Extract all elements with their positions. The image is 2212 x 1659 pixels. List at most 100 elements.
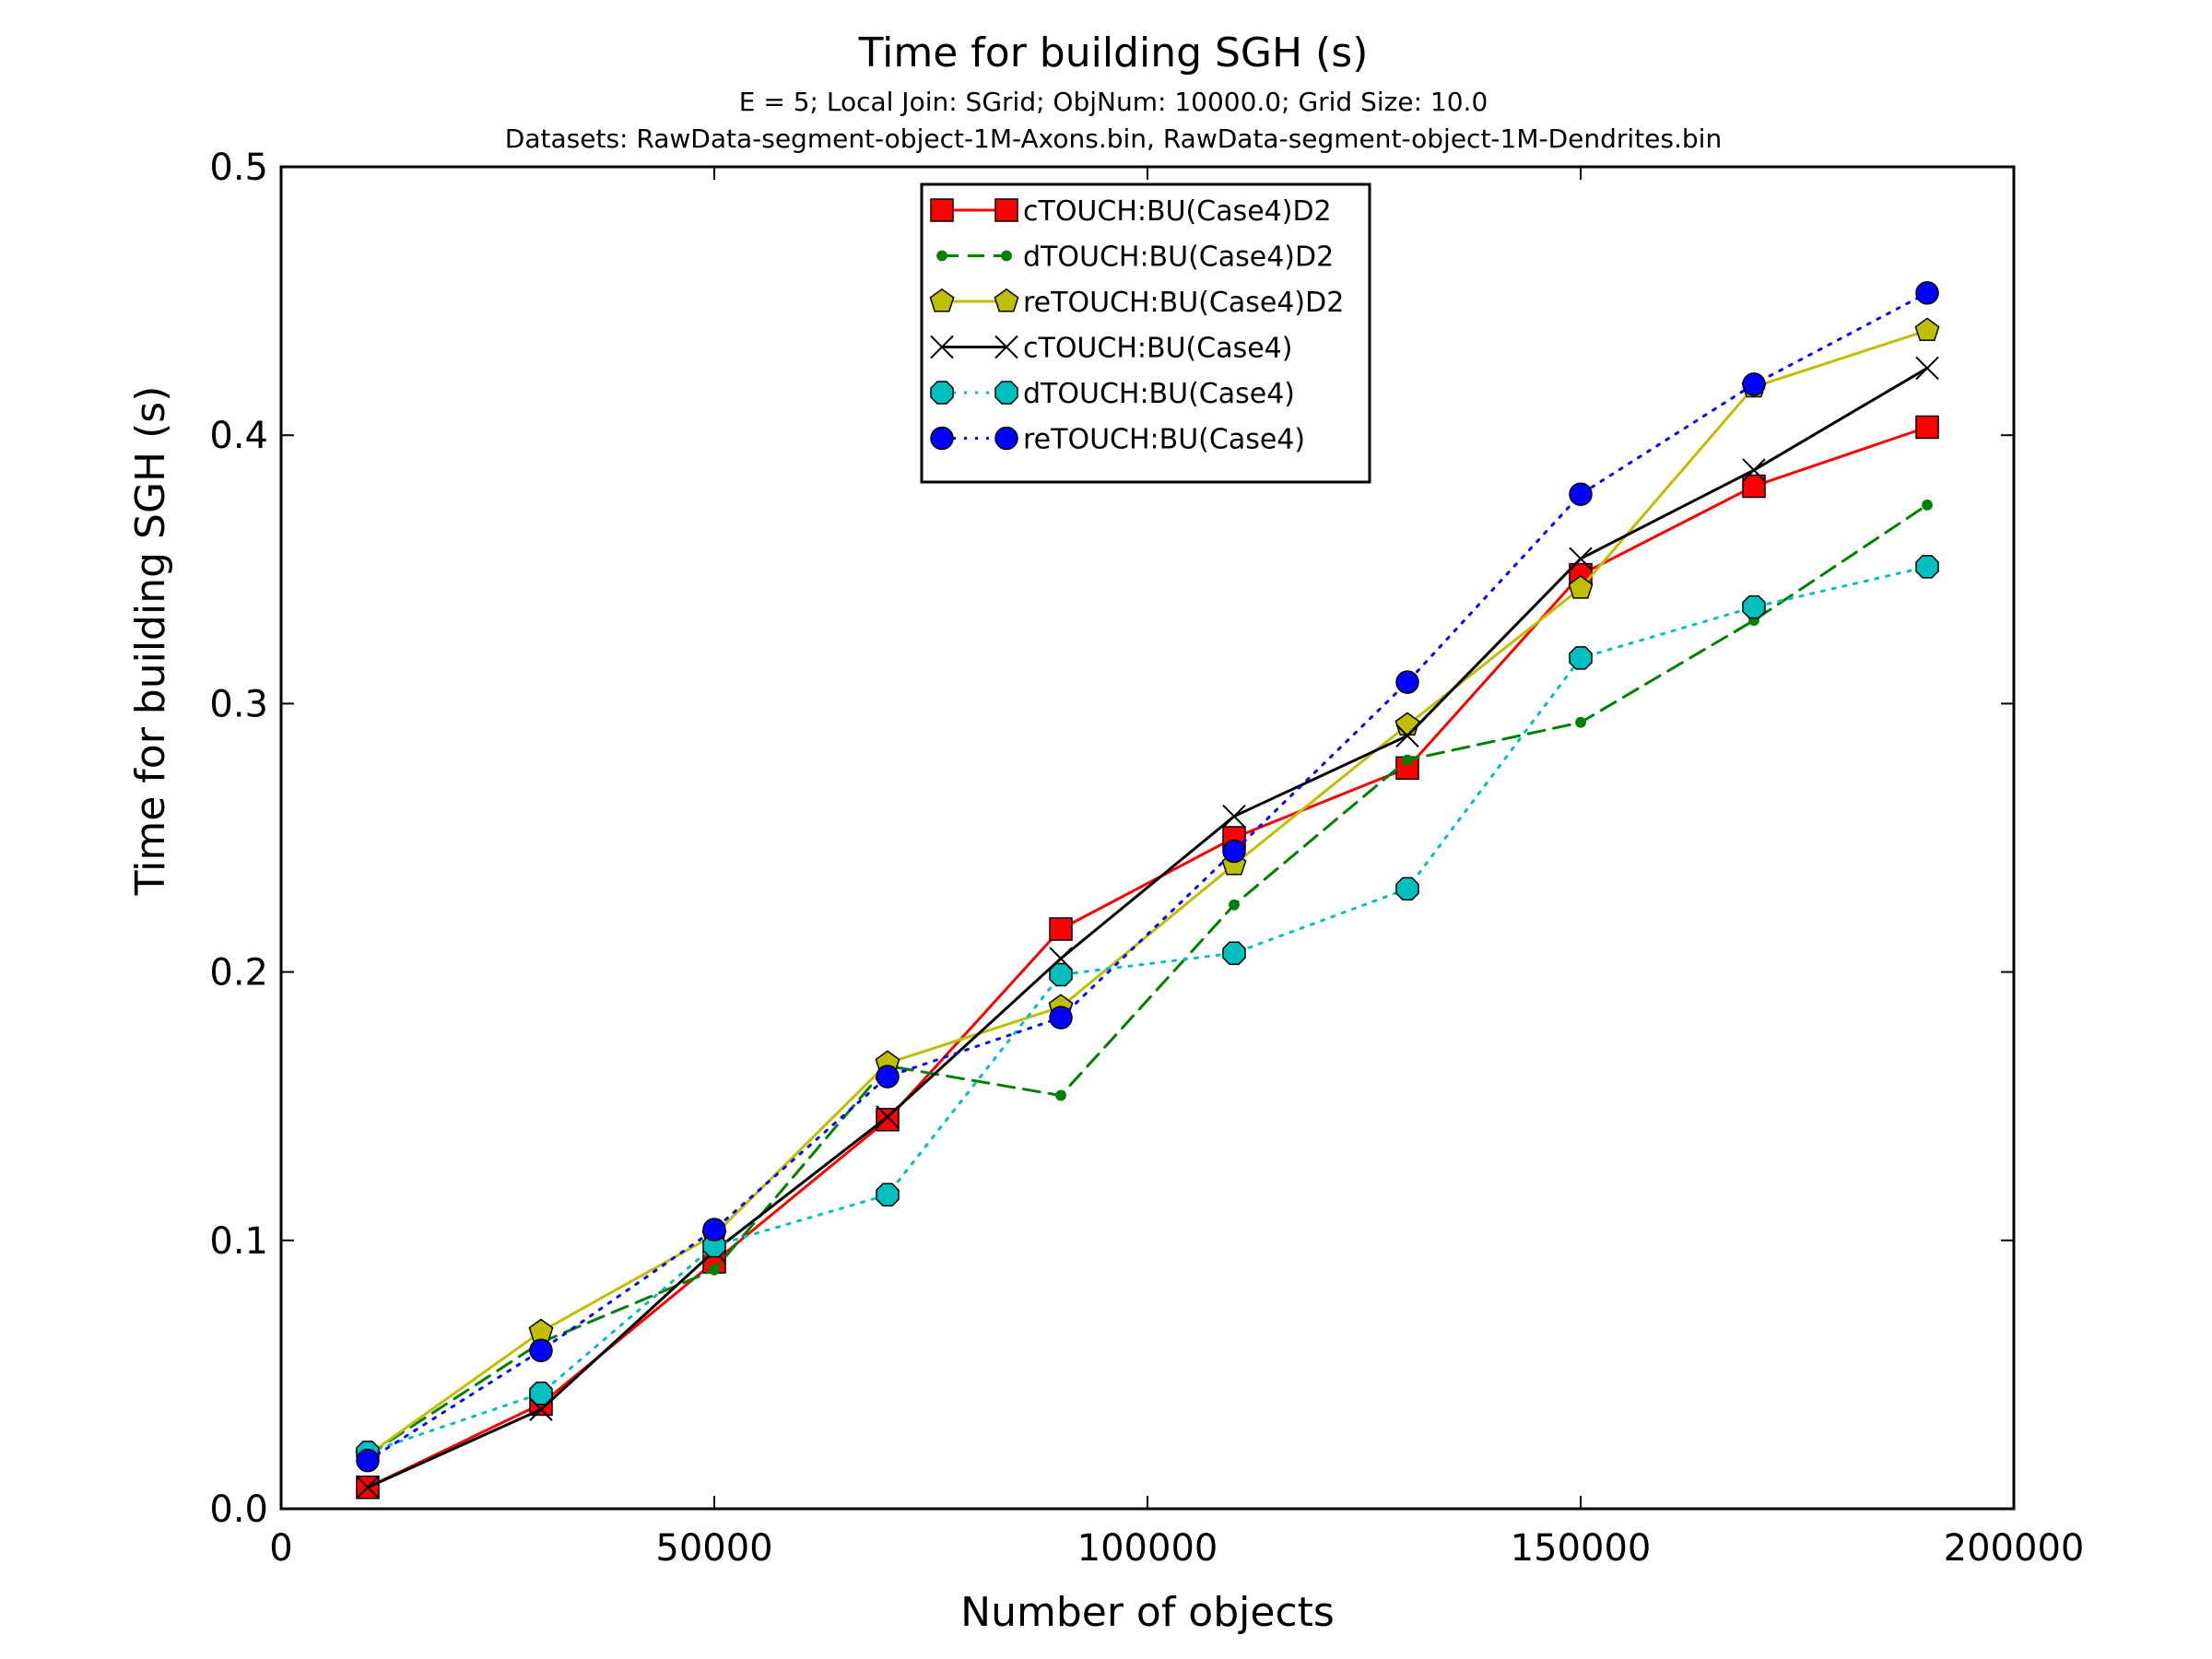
data-point xyxy=(1742,372,1766,396)
data-point xyxy=(1922,500,1933,511)
data-point xyxy=(528,1318,554,1343)
legend-label: cTOUCH:BU(Case4) xyxy=(1023,333,1292,365)
y-tick-label: 0.3 xyxy=(209,683,268,725)
chart-subtitle-line-2: Datasets: RawData-segment-object-1M-Axon… xyxy=(505,124,1722,154)
data-point xyxy=(876,1182,900,1207)
data-point xyxy=(994,426,1018,451)
data-point xyxy=(709,1264,720,1276)
data-point xyxy=(702,1233,726,1258)
y-tick-label: 0.1 xyxy=(209,1220,268,1263)
data-point xyxy=(1569,547,1593,571)
y-tick-label: 0.2 xyxy=(209,952,268,994)
series-line xyxy=(366,426,1929,1489)
data-point xyxy=(529,1382,553,1406)
y-tick-label: 0.5 xyxy=(209,147,268,189)
legend-entry: reTOUCH:BU(Case4) xyxy=(930,424,1305,456)
data-point xyxy=(1915,415,1939,440)
series-4 xyxy=(356,356,1939,1500)
data-point xyxy=(876,1065,900,1088)
data-point xyxy=(1575,716,1586,728)
legend-label: dTOUCH:BU(Case4)D2 xyxy=(1023,241,1334,274)
legend-label: reTOUCH:BU(Case4) xyxy=(1023,424,1305,456)
series-line xyxy=(366,291,1929,1463)
data-point xyxy=(930,335,954,359)
data-point-stroke xyxy=(930,335,954,359)
series-line xyxy=(366,565,1929,1454)
y-axis-label: Time for building SGH (s) xyxy=(127,386,174,897)
data-point xyxy=(1049,917,1073,941)
x-tick-label: 0 xyxy=(269,1527,292,1570)
series-line xyxy=(366,366,1929,1489)
data-point xyxy=(1915,356,1939,381)
series-3 xyxy=(355,317,1940,1466)
data-point xyxy=(1395,724,1419,748)
x-tick-label: 100000 xyxy=(1077,1527,1218,1570)
data-point xyxy=(1915,555,1939,579)
x-tick-label: 50000 xyxy=(655,1527,772,1570)
x-axis-ticks: 0 50000 100000 150000 200000 xyxy=(269,167,2084,1570)
series-2 xyxy=(362,500,1933,1461)
data-point xyxy=(702,1218,726,1241)
legend-frame xyxy=(920,182,1371,484)
data-point xyxy=(1402,754,1413,766)
x-tick-label: 200000 xyxy=(1944,1527,2085,1570)
data-point xyxy=(1395,670,1419,694)
data-point xyxy=(929,288,955,312)
data-point xyxy=(1395,877,1419,901)
legend-entry: reTOUCH:BU(Case4)D2 xyxy=(929,287,1344,319)
data-point xyxy=(1222,941,1246,965)
legend-label: dTOUCH:BU(Case4) xyxy=(1023,378,1295,410)
data-point xyxy=(994,381,1018,405)
data-point xyxy=(356,1475,380,1500)
data-point-stroke xyxy=(1915,356,1939,381)
data-point xyxy=(1222,839,1246,864)
data-point xyxy=(876,1108,900,1132)
data-point xyxy=(1222,804,1246,829)
data-point xyxy=(930,426,954,451)
legend-entry: dTOUCH:BU(Case4) xyxy=(930,378,1295,410)
series-layer xyxy=(355,281,1940,1500)
series-1 xyxy=(356,415,1939,1500)
data-point xyxy=(1049,1006,1073,1030)
series-6 xyxy=(356,281,1939,1473)
chart-subtitle-line-1: E = 5; Local Join: SGrid; ObjNum: 10000.… xyxy=(739,87,1488,117)
data-point xyxy=(1569,482,1593,507)
data-point xyxy=(1001,250,1012,262)
data-point xyxy=(529,1338,553,1362)
data-point-stroke xyxy=(356,1475,380,1500)
series-line xyxy=(366,503,1929,1457)
data-point xyxy=(936,250,947,262)
chart-title: Time for building SGH (s) xyxy=(858,29,1369,76)
data-point xyxy=(994,288,1019,312)
legend-entry: cTOUCH:BU(Case4)D2 xyxy=(930,195,1332,228)
data-point-stroke xyxy=(994,335,1018,359)
y-tick-label: 0.0 xyxy=(209,1488,268,1531)
series-line xyxy=(366,329,1929,1457)
data-point xyxy=(1742,458,1766,482)
data-point xyxy=(1742,474,1766,499)
data-point-stroke xyxy=(1742,458,1766,482)
legend: cTOUCH:BU(Case4)D2 dTOUCH:BU(Case4)D2 reTO… xyxy=(920,182,1371,484)
data-point xyxy=(1914,317,1940,342)
y-axis-ticks: 0.0 0.1 0.2 0.3 0.4 0.5 xyxy=(209,147,2014,1531)
data-point-stroke xyxy=(1395,724,1419,748)
data-point xyxy=(1394,712,1420,736)
data-point-stroke xyxy=(1569,547,1593,571)
data-point-stroke xyxy=(1222,804,1246,829)
x-axis-label: Number of objects xyxy=(960,1589,1335,1636)
data-point-stroke xyxy=(876,1105,900,1129)
data-point xyxy=(1568,575,1594,599)
data-point xyxy=(1742,594,1766,619)
data-point xyxy=(1569,646,1593,670)
legend-entry: dTOUCH:BU(Case4)D2 xyxy=(936,241,1334,274)
data-point xyxy=(1229,899,1240,911)
y-tick-label: 0.4 xyxy=(209,415,268,457)
data-point xyxy=(356,1448,380,1473)
data-point xyxy=(930,381,954,405)
data-point xyxy=(1915,281,1939,305)
data-point xyxy=(1049,962,1073,987)
data-point xyxy=(1055,1089,1066,1101)
x-tick-label: 150000 xyxy=(1511,1527,1652,1570)
data-point xyxy=(994,335,1018,359)
